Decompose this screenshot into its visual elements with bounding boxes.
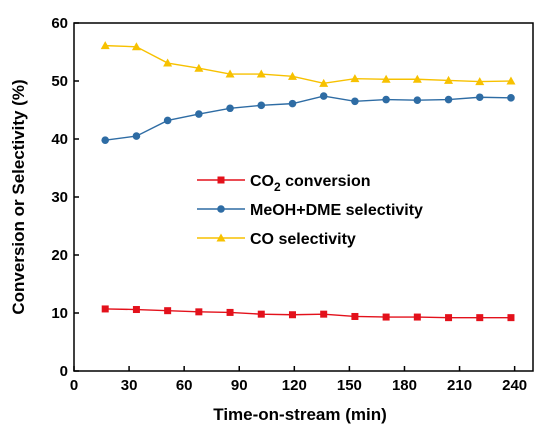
x-axis: 0 30 60 90 120 150 180 210 240	[70, 366, 527, 394]
legend-marker	[216, 233, 226, 242]
data-point	[195, 308, 203, 316]
data-point	[506, 76, 516, 85]
data-point	[288, 99, 297, 108]
data-point	[225, 69, 235, 78]
legend-item: CO2 conversion	[197, 173, 371, 194]
data-point	[475, 77, 485, 86]
data-point	[476, 314, 484, 322]
data-point	[320, 310, 328, 318]
series-line	[105, 95, 511, 141]
legend-marker	[217, 176, 225, 184]
legend-label: CO selectivity	[250, 231, 356, 248]
data-point	[475, 93, 484, 102]
data-point	[256, 69, 266, 78]
data-point	[132, 132, 141, 140]
y-tick-label: 60	[51, 15, 68, 32]
data-point	[382, 313, 390, 321]
data-point	[101, 136, 110, 144]
y-tick-label: 10	[51, 305, 68, 322]
data-point	[319, 78, 329, 87]
data-point	[287, 71, 297, 80]
x-tick-label: 180	[392, 377, 417, 394]
legend-label-rest: conversion	[281, 173, 371, 190]
legend-label-main: CO	[250, 173, 274, 190]
x-tick-label: 240	[502, 377, 527, 394]
plot-frame	[73, 22, 534, 372]
data-point	[319, 92, 328, 100]
data-point	[288, 311, 296, 319]
y-tick-label: 0	[60, 363, 68, 380]
legend: CO2 conversion MeOH+DME selectivity CO sel…	[197, 173, 423, 248]
series-1	[101, 92, 515, 144]
data-point	[412, 74, 422, 83]
data-point	[507, 94, 515, 102]
legend-label: MeOH+DME selectivity	[250, 202, 423, 219]
x-tick-label: 0	[70, 377, 78, 394]
data-point	[445, 314, 453, 322]
y-axis-title: Conversion or Selectivity (%)	[9, 79, 28, 314]
data-point	[226, 308, 234, 316]
legend-item: CO selectivity	[197, 231, 356, 248]
series-line	[105, 44, 511, 85]
legend-item: MeOH+DME selectivity	[197, 202, 423, 219]
data-point	[163, 116, 172, 125]
data-point	[444, 75, 454, 84]
x-tick-label: 120	[282, 377, 307, 394]
data-point	[413, 313, 421, 321]
legend-marker	[217, 205, 225, 213]
x-tick-label: 30	[121, 377, 138, 394]
data-point	[101, 305, 109, 313]
data-point	[164, 307, 172, 315]
data-point	[350, 74, 360, 83]
data-point	[100, 41, 110, 50]
x-tick-label: 210	[447, 377, 472, 394]
data-point	[257, 101, 266, 110]
legend-label: CO2 conversion	[250, 173, 371, 194]
data-point	[381, 74, 391, 83]
y-tick-label: 50	[51, 73, 68, 90]
x-tick-label: 150	[337, 377, 362, 394]
data-point	[132, 306, 140, 314]
data-point	[507, 314, 515, 322]
series-2	[100, 41, 516, 87]
data-point	[444, 95, 453, 104]
data-point	[351, 97, 359, 106]
data-point	[194, 63, 204, 72]
data-point	[226, 104, 234, 113]
series-layer	[100, 41, 516, 322]
y-tick-label: 40	[51, 131, 68, 148]
data-point	[413, 96, 422, 104]
data-point	[257, 310, 265, 318]
legend-label-sub: 2	[274, 180, 281, 194]
x-axis-title: Time-on-stream (min)	[213, 405, 387, 424]
series-0	[101, 305, 515, 322]
x-tick-label: 90	[231, 377, 248, 394]
data-point	[195, 110, 203, 118]
y-axis: 0 10 20 30 40 50 60	[51, 15, 79, 380]
y-tick-label: 30	[51, 189, 68, 206]
y-tick-label: 20	[51, 247, 68, 264]
data-point	[351, 312, 359, 320]
data-point	[163, 58, 173, 67]
data-point	[382, 95, 390, 104]
data-point	[131, 42, 141, 51]
series-line	[105, 308, 511, 319]
x-tick-label: 60	[176, 377, 193, 394]
